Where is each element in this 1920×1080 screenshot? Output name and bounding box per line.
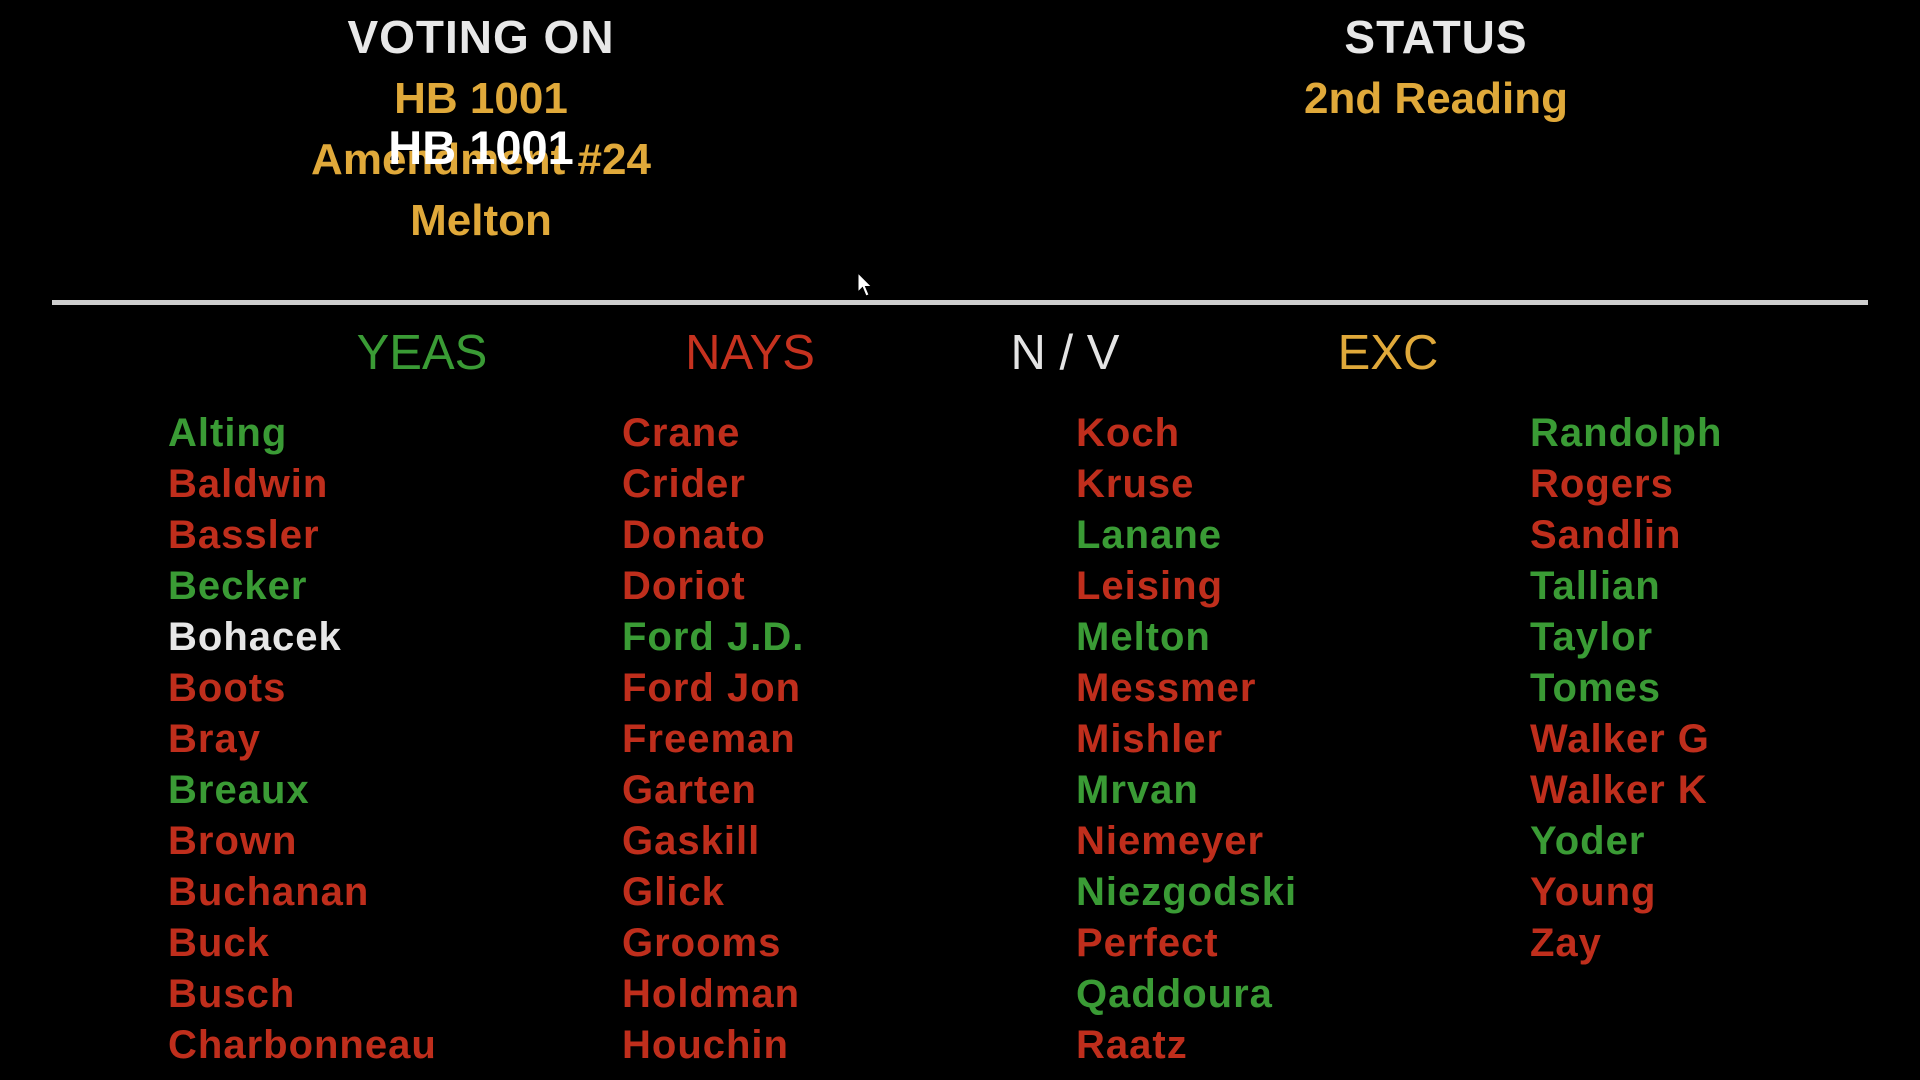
member-name: Taylor — [1530, 615, 1654, 659]
member-name: Gaskill — [622, 819, 761, 863]
member-name: Lanane — [1076, 513, 1223, 557]
voting-on-label: VOTING ON — [347, 11, 615, 63]
member-name: Ford Jon — [622, 666, 802, 710]
member-name: Young — [1530, 870, 1657, 914]
bill-overlay-title: HB 1001 — [388, 121, 574, 174]
member-name: Buchanan — [168, 870, 370, 914]
member-name: Bassler — [168, 513, 320, 557]
member-name: Houchin — [622, 1023, 789, 1067]
member-name: Koch — [1076, 411, 1180, 455]
roster-column-3: Koch Kruse Lanane Leising Melton Messmer Mishl… — [1076, 408, 1297, 1071]
nv-header: N / V — [1010, 326, 1120, 380]
bill-number: HB 1001 — [394, 74, 568, 123]
member-name: Raatz — [1076, 1023, 1188, 1067]
member-name: Breaux — [168, 768, 310, 812]
member-name: Baldwin — [168, 462, 329, 506]
member-name: Brown — [168, 819, 298, 863]
status-label: STATUS — [1344, 11, 1528, 63]
bill-amendment: Amendment #24 — [311, 135, 651, 184]
member-name: Holdman — [622, 972, 801, 1016]
member-name: Grooms — [622, 921, 782, 965]
member-name: Alting — [168, 411, 288, 455]
member-name: Mrvan — [1076, 768, 1199, 812]
roster-column-4: Randolph Rogers Sandlin Tallian Taylor Tomes W… — [1530, 408, 1722, 969]
bill-author: Melton — [410, 196, 552, 245]
member-name: Crane — [622, 411, 741, 455]
member-name: Mishler — [1076, 717, 1224, 761]
member-name: Perfect — [1076, 921, 1219, 965]
member-name: Buck — [168, 921, 270, 965]
member-name: Yoder — [1530, 819, 1646, 863]
member-name: Niezgodski — [1076, 870, 1298, 914]
mouse-pointer-icon — [857, 272, 873, 297]
member-name: Melton — [1076, 615, 1211, 659]
roster-column-1: Alting Baldwin Bassler Becker Bohacek Boots Br… — [168, 408, 437, 1071]
member-name: Boots — [168, 666, 287, 710]
member-name: Kruse — [1076, 462, 1195, 506]
member-name: Doriot — [622, 564, 746, 608]
member-name: Leising — [1076, 564, 1224, 608]
member-name: Donato — [622, 513, 766, 557]
member-name: Qaddoura — [1076, 972, 1273, 1016]
member-name: Niemeyer — [1076, 819, 1265, 863]
yeas-header: YEAS — [356, 326, 488, 380]
member-name: Becker — [168, 564, 308, 608]
member-name: Bray — [168, 717, 261, 761]
member-name: Crider — [622, 462, 746, 506]
member-name: Bohacek — [168, 615, 342, 659]
member-name: Rogers — [1530, 462, 1674, 506]
exc-header: EXC — [1337, 326, 1439, 380]
member-name: Freeman — [622, 717, 796, 761]
member-name: Walker K — [1530, 768, 1708, 812]
member-name: Walker G — [1530, 717, 1710, 761]
header-divider — [52, 300, 1868, 305]
member-name: Charbonneau — [168, 1023, 437, 1067]
status-block: STATUS 2nd Reading — [1186, 6, 1686, 129]
member-name: Randolph — [1530, 411, 1723, 455]
member-name: Sandlin — [1530, 513, 1682, 557]
member-name: Garten — [622, 768, 757, 812]
member-name: Zay — [1530, 921, 1602, 965]
member-name: Busch — [168, 972, 296, 1016]
status-value: 2nd Reading — [1303, 74, 1569, 123]
member-name: Tomes — [1530, 666, 1661, 710]
nays-header: NAYS — [685, 326, 815, 380]
member-name: Messmer — [1076, 666, 1257, 710]
voting-on-block: VOTING ON HB 1001 Amendment #24 Melton — [231, 6, 731, 251]
member-name: Tallian — [1530, 564, 1661, 608]
member-name: Ford J.D. — [622, 615, 805, 659]
member-name: Glick — [622, 870, 725, 914]
roster-column-2: Crane Crider Donato Doriot Ford J.D. Ford Jon… — [622, 408, 804, 1071]
